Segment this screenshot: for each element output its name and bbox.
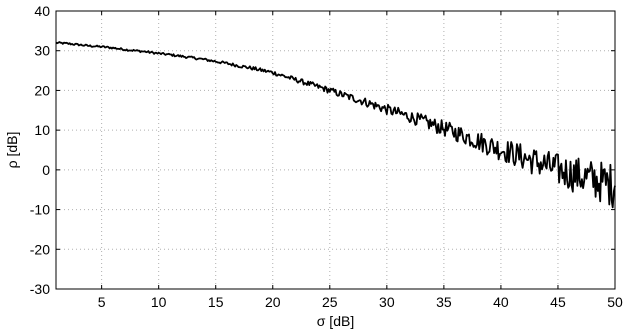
y-tick-label: -20 bbox=[30, 241, 50, 257]
x-tick-label: 25 bbox=[322, 294, 338, 310]
x-tick-label: 10 bbox=[151, 294, 167, 310]
y-tick-label: 20 bbox=[34, 82, 50, 98]
y-tick-label: 10 bbox=[34, 122, 50, 138]
axis-ticks bbox=[56, 10, 616, 290]
plot-frame bbox=[55, 10, 616, 290]
y-tick-label: 30 bbox=[34, 43, 50, 59]
x-axis-label: σ [dB] bbox=[317, 313, 354, 329]
y-tick-labels: -30 -20 -10 0 10 20 30 40 bbox=[30, 3, 50, 297]
y-tick-label: -30 bbox=[30, 281, 50, 297]
x-tick-label: 50 bbox=[607, 294, 623, 310]
y-axis-label: ρ [dB] bbox=[4, 132, 20, 169]
y-tick-label: 40 bbox=[34, 3, 50, 19]
x-tick-label: 20 bbox=[265, 294, 281, 310]
x-tick-label: 35 bbox=[436, 294, 452, 310]
y-tick-label: 0 bbox=[42, 162, 50, 178]
series-line bbox=[55, 41, 616, 209]
x-tick-label: 40 bbox=[493, 294, 509, 310]
series-group bbox=[55, 41, 616, 209]
x-tick-labels: 5 10 15 20 25 30 35 40 45 50 bbox=[98, 294, 623, 310]
x-tick-label: 5 bbox=[98, 294, 106, 310]
x-tick-label: 45 bbox=[550, 294, 566, 310]
y-tick-label: -10 bbox=[30, 202, 50, 218]
x-tick-label: 15 bbox=[208, 294, 224, 310]
x-tick-label: 30 bbox=[379, 294, 395, 310]
